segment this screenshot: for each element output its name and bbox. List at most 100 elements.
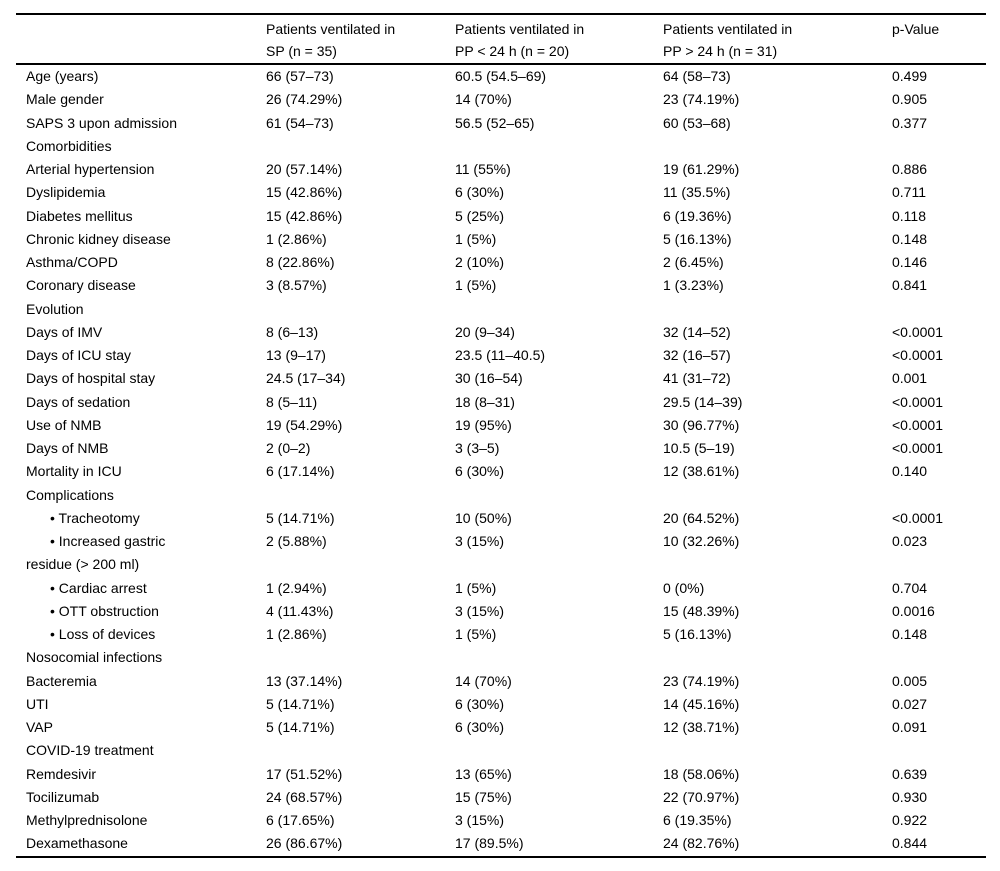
value-cell: 60.5 (54.5–69) bbox=[455, 68, 547, 84]
p-value-cell: 0.148 bbox=[892, 626, 928, 642]
value-cell bbox=[663, 298, 892, 321]
value-cell: 6 (17.14%) bbox=[266, 463, 335, 480]
row-label-cell: • Increased gastric residue (> 200 ml) bbox=[16, 530, 266, 577]
value-cell: 8 (5–11) bbox=[266, 393, 318, 410]
table-row: Remdesivir 17 (51.52%) 13 (65%) 18 (58.06%)… bbox=[16, 763, 986, 786]
section-row: COVID-19 treatment bbox=[16, 739, 986, 762]
header-line2: PP > 24 h (n = 31) bbox=[663, 42, 778, 59]
table-body: Age (years) 66 (57–73) 60.5 (54.5–69) 64 (5… bbox=[16, 64, 986, 857]
value-cell: 3 (8.57%) bbox=[266, 277, 327, 294]
row-label-cell: • Loss of devices bbox=[16, 623, 266, 646]
value-cell: 1 (2.86%) bbox=[266, 626, 327, 642]
row-label: UTI bbox=[26, 695, 49, 712]
value-cell: 6 (19.36%) bbox=[663, 207, 732, 224]
table-row: Mortality in ICU 6 (17.14%) 6 (30%) 12 (38.… bbox=[16, 460, 986, 483]
row-label: Methylprednisolone bbox=[26, 812, 148, 828]
row-label-cell: Mortality in ICU bbox=[16, 460, 266, 483]
row-label-continuation: residue (> 200 ml) bbox=[26, 556, 140, 573]
p-value-cell: <0.0001 bbox=[892, 509, 943, 526]
value-cell: 66 (57–73) bbox=[266, 68, 334, 84]
table-row: Use of NMB 19 (54.29%) 19 (95%) 30 (96.77%)… bbox=[16, 414, 986, 437]
row-label: VAP bbox=[26, 719, 53, 735]
value-cell: 17 (51.52%) bbox=[266, 765, 343, 782]
value-cell: 6 (17.65%) bbox=[266, 812, 335, 828]
row-label-cell: • OTT obstruction bbox=[16, 600, 266, 623]
row-label-cell: Nosocomial infections bbox=[16, 646, 266, 669]
value-cell bbox=[266, 298, 455, 321]
value-cell: 5 (25%) bbox=[455, 207, 505, 224]
table-row: Methylprednisolone 6 (17.65%) 3 (15%) 6 (19… bbox=[16, 809, 986, 832]
header-line1: p-Value bbox=[892, 21, 940, 37]
value-cell: 26 (86.67%) bbox=[266, 835, 343, 852]
table-row: Male gender 26 (74.29%) 14 (70%) 23 (74.19%… bbox=[16, 88, 986, 111]
table-row: UTI 5 (14.71%) 6 (30%) 14 (45.16%) 0.027 bbox=[16, 693, 986, 716]
value-cell: 15 (48.39%) bbox=[663, 602, 740, 619]
row-label-cell: Arterial hypertension bbox=[16, 158, 266, 181]
table-row: Coronary disease 3 (8.57%) 1 (5%) 1 (3.23%)… bbox=[16, 274, 986, 297]
row-label-cell: Male gender bbox=[16, 88, 266, 111]
section-row: Evolution bbox=[16, 298, 986, 321]
value-cell: 3 (15%) bbox=[455, 533, 505, 549]
table-row: Days of ICU stay 13 (9–17) 23.5 (11–40.5) 3… bbox=[16, 344, 986, 367]
row-label: Age (years) bbox=[26, 68, 99, 84]
row-label-cell: Remdesivir bbox=[16, 763, 266, 786]
row-label-cell: Complications bbox=[16, 484, 266, 507]
header-line2: SP (n = 35) bbox=[266, 42, 337, 59]
value-cell: 20 (64.52%) bbox=[663, 509, 740, 526]
value-cell: 2 (5.88%) bbox=[266, 533, 327, 549]
row-label: • Cardiac arrest bbox=[50, 579, 147, 596]
row-label: Arterial hypertension bbox=[26, 161, 155, 177]
value-cell: 30 (16–54) bbox=[455, 370, 523, 387]
value-cell bbox=[663, 484, 892, 507]
p-value-cell bbox=[892, 646, 986, 669]
table-row: Arterial hypertension 20 (57.14%) 11 (55%)… bbox=[16, 158, 986, 181]
row-label: Days of IMV bbox=[26, 323, 103, 340]
row-label-cell: Days of hospital stay bbox=[16, 367, 266, 390]
table-row: Age (years) 66 (57–73) 60.5 (54.5–69) 64 (5… bbox=[16, 64, 986, 88]
row-label: Remdesivir bbox=[26, 765, 97, 782]
row-label-cell: Use of NMB bbox=[16, 414, 266, 437]
p-value-cell: 0.140 bbox=[892, 463, 928, 480]
section-row: Comorbidities bbox=[16, 135, 986, 158]
row-label-cell: Days of NMB bbox=[16, 437, 266, 460]
value-cell: 19 (95%) bbox=[455, 416, 512, 433]
table-header: Patients ventilated in SP (n = 35) Patie… bbox=[16, 14, 986, 65]
p-value-cell bbox=[892, 739, 986, 762]
row-label: • Increased gastric bbox=[50, 533, 166, 549]
table-row: • Tracheotomy 5 (14.71%) 10 (50%) 20 (64.52… bbox=[16, 507, 986, 530]
header-line1: Patients ventilated in bbox=[266, 21, 396, 37]
value-cell: 6 (19.35%) bbox=[663, 812, 732, 828]
value-cell: 23 (74.19%) bbox=[663, 91, 740, 108]
value-cell bbox=[663, 739, 892, 762]
row-label-cell: UTI bbox=[16, 693, 266, 716]
value-cell: 60 (53–68) bbox=[663, 114, 731, 131]
p-value-cell: <0.0001 bbox=[892, 440, 943, 456]
header-col-p-value: p-Value bbox=[892, 14, 986, 65]
row-label: Use of NMB bbox=[26, 416, 102, 433]
value-cell bbox=[455, 739, 663, 762]
value-cell: 11 (35.5%) bbox=[663, 184, 731, 201]
p-value-cell: 0.930 bbox=[892, 788, 928, 805]
p-value-cell: 0.499 bbox=[892, 68, 928, 84]
value-cell: 8 (6–13) bbox=[266, 323, 319, 340]
section-label: Nosocomial infections bbox=[26, 649, 163, 666]
row-label-cell: SAPS 3 upon admission bbox=[16, 112, 266, 135]
section-label: COVID-19 treatment bbox=[26, 742, 154, 759]
row-label-cell: Days of IMV bbox=[16, 321, 266, 344]
header-col-pp-under-24h: Patients ventilated in PP < 24 h (n = 20… bbox=[455, 14, 663, 65]
row-label-cell: COVID-19 treatment bbox=[16, 739, 266, 762]
row-label-cell: Dyslipidemia bbox=[16, 181, 266, 204]
value-cell bbox=[455, 135, 663, 158]
p-value-cell: 0.023 bbox=[892, 533, 928, 549]
value-cell: 20 (57.14%) bbox=[266, 161, 343, 177]
row-label: Chronic kidney disease bbox=[26, 230, 171, 247]
p-value-cell: 0.027 bbox=[892, 695, 928, 712]
value-cell: 41 (31–72) bbox=[663, 370, 731, 387]
p-value-cell bbox=[892, 484, 986, 507]
row-label: Asthma/COPD bbox=[26, 254, 118, 270]
section-row: Complications bbox=[16, 484, 986, 507]
value-cell: 15 (75%) bbox=[455, 788, 512, 805]
value-cell: 10.5 (5–19) bbox=[663, 440, 735, 456]
header-col-sp: Patients ventilated in SP (n = 35) bbox=[266, 14, 455, 65]
p-value-cell: 0.905 bbox=[892, 91, 928, 108]
